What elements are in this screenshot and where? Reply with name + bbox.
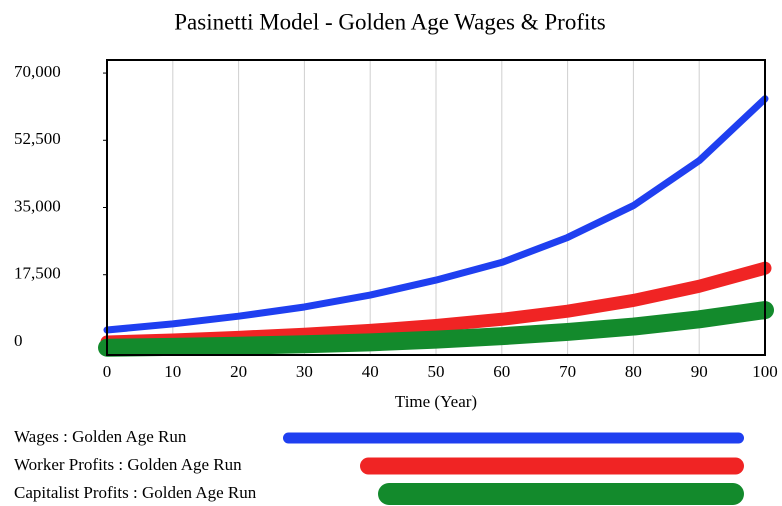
series-line (98, 301, 774, 357)
x-tick-label: 10 (164, 362, 181, 381)
plot-frame (106, 59, 766, 356)
x-tick-label: 20 (230, 362, 247, 381)
legend-label: Worker Profits : Golden Age Run (14, 455, 242, 474)
y-tick-label: 70,000 (14, 62, 61, 81)
x-tick-label: 100 (752, 362, 778, 381)
x-tick-label: 0 (103, 362, 112, 381)
x-axis-label: Time (Year) (395, 392, 477, 411)
x-tick-label: 60 (493, 362, 510, 381)
legend-label: Capitalist Profits : Golden Age Run (14, 483, 257, 502)
x-tick-label: 80 (625, 362, 642, 381)
x-tick-label: 40 (362, 362, 379, 381)
x-tick-label: 50 (428, 362, 445, 381)
chart-title: Pasinetti Model - Golden Age Wages & Pro… (174, 9, 606, 34)
x-tick-label: 90 (691, 362, 708, 381)
series-line (103, 95, 769, 334)
x-tick-label: 70 (559, 362, 576, 381)
y-tick-label: 0 (14, 331, 23, 350)
legend-label: Wages : Golden Age Run (14, 427, 187, 446)
y-tick-label: 35,000 (14, 196, 61, 215)
y-tick-label: 52,500 (14, 129, 61, 148)
x-tick-label: 30 (296, 362, 313, 381)
y-tick-label: 17,500 (14, 264, 61, 283)
